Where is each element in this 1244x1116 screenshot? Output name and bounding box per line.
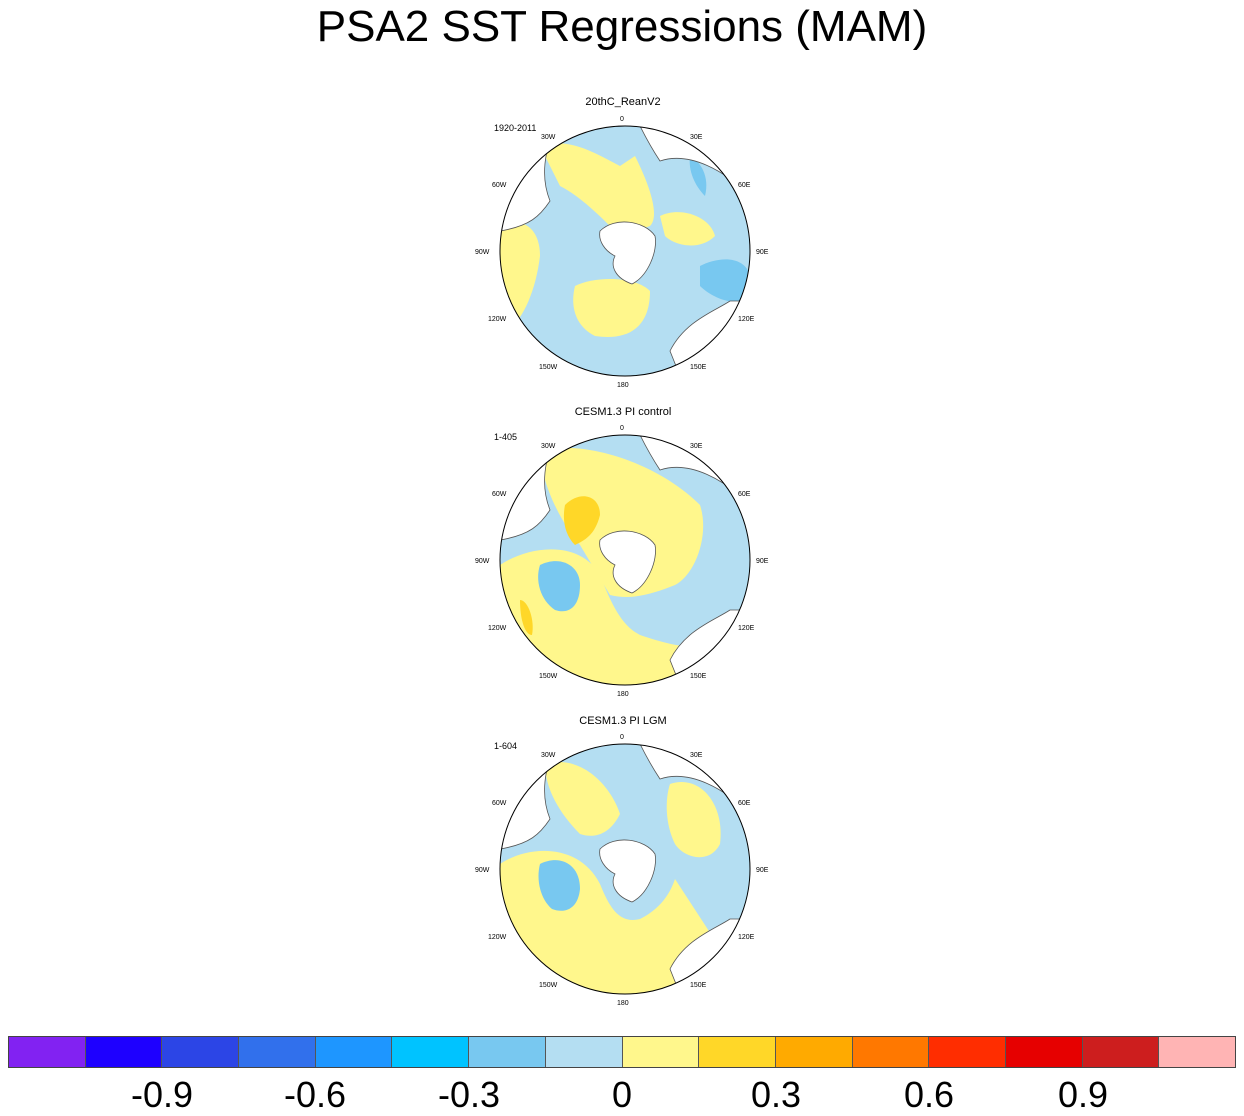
panel-title-3: CESM1.3 PI LGM (579, 715, 667, 727)
lon-label: 60E (738, 182, 751, 189)
lon-label: 0 (620, 425, 624, 432)
lon-label: 150W (539, 982, 558, 989)
negative-anomaly (689, 156, 707, 196)
colorbar-swatch (699, 1037, 776, 1067)
colorbar-swatch (929, 1037, 1006, 1067)
colorbar-swatch (1082, 1037, 1160, 1067)
negative-anomaly (700, 259, 750, 303)
lon-label: 90E (756, 249, 769, 256)
lon-label: 90W (475, 558, 490, 565)
lon-label: 30W (541, 134, 556, 141)
lon-label: 30W (541, 443, 556, 450)
colorbar-swatch (622, 1037, 700, 1067)
colorbar-tick-label: -0.3 (437, 1074, 501, 1115)
colorbar-swatch (162, 1037, 240, 1067)
antarctica (599, 530, 656, 594)
colorbar (8, 1036, 1236, 1068)
colorbar-tick-label: 0.3 (750, 1074, 802, 1115)
positive-anomaly (666, 782, 721, 858)
lon-label: 150E (690, 982, 707, 989)
antarctica (599, 839, 656, 903)
lon-label: 60W (492, 182, 507, 189)
lon-label: 90E (756, 558, 769, 565)
polar-map-2 (499, 434, 751, 686)
lon-label: 0 (620, 116, 624, 123)
lon-label: 150W (539, 364, 558, 371)
positive-anomaly (660, 212, 715, 246)
negative-anomaly (538, 561, 580, 612)
lon-label: 90W (475, 249, 490, 256)
negative-anomaly (538, 860, 580, 911)
colorbar-tick-label: 0 (611, 1074, 633, 1115)
colorbar-swatch (239, 1037, 316, 1067)
map-border (499, 743, 751, 995)
positive-anomaly (520, 600, 533, 635)
colorbar-swatch (852, 1037, 930, 1067)
lon-label: 180 (617, 1000, 629, 1007)
colorbar-swatch (775, 1037, 853, 1067)
panel-period-1: 1920-2011 (494, 123, 537, 133)
colorbar-swatch (315, 1037, 393, 1067)
lon-label: 120W (488, 934, 507, 941)
lon-label: 120E (738, 625, 755, 632)
positive-anomaly (563, 496, 600, 545)
colorbar-swatch (9, 1037, 86, 1067)
lon-label: 0 (620, 734, 624, 741)
lon-label: 60W (492, 800, 507, 807)
colorbar-tick-label: 0.9 (1057, 1074, 1109, 1115)
lon-label: 120E (738, 934, 755, 941)
panel-title-1: 20thC_ReanV2 (585, 96, 661, 108)
polar-map-3 (499, 743, 751, 995)
polar-map-1 (499, 125, 751, 377)
colorbar-tick-label: -0.6 (283, 1074, 347, 1115)
lon-label: 180 (617, 691, 629, 698)
lon-label: 90E (756, 867, 769, 874)
lon-label: 120W (488, 625, 507, 632)
colorbar-swatch (1005, 1037, 1083, 1067)
panel-period-2: 1-405 (494, 432, 518, 442)
positive-anomaly (540, 143, 655, 236)
map-border (499, 125, 751, 377)
map-border (499, 434, 751, 686)
lon-label: 30E (690, 134, 703, 141)
lon-label: 90W (475, 867, 490, 874)
lon-label: 150E (690, 364, 707, 371)
lon-label: 60E (738, 800, 751, 807)
main-title: PSA2 SST Regressions (MAM) (316, 2, 928, 51)
panel-period-3: 1-604 (494, 741, 518, 751)
positive-anomaly (573, 279, 650, 337)
lon-label: 150E (690, 673, 707, 680)
lon-label: 30E (690, 752, 703, 759)
positive-anomaly (545, 762, 620, 836)
lon-label: 180 (617, 382, 629, 389)
colorbar-tick-label: -0.9 (130, 1074, 194, 1115)
lon-label: 30W (541, 752, 556, 759)
positive-anomaly (540, 447, 704, 597)
lon-label: 30E (690, 443, 703, 450)
lon-label: 120E (738, 316, 755, 323)
colorbar-tick-label: 0.6 (903, 1074, 955, 1115)
colorbar-swatch (469, 1037, 546, 1067)
antarctica (599, 221, 656, 285)
lon-label: 60W (492, 491, 507, 498)
lon-label: 150W (539, 673, 558, 680)
colorbar-swatch (85, 1037, 163, 1067)
lon-label: 120W (488, 316, 507, 323)
lon-label: 60E (738, 491, 751, 498)
colorbar-swatch (545, 1037, 623, 1067)
colorbar-swatch (1159, 1037, 1235, 1067)
colorbar-swatch (392, 1037, 470, 1067)
panel-title-2: CESM1.3 PI control (574, 406, 672, 418)
